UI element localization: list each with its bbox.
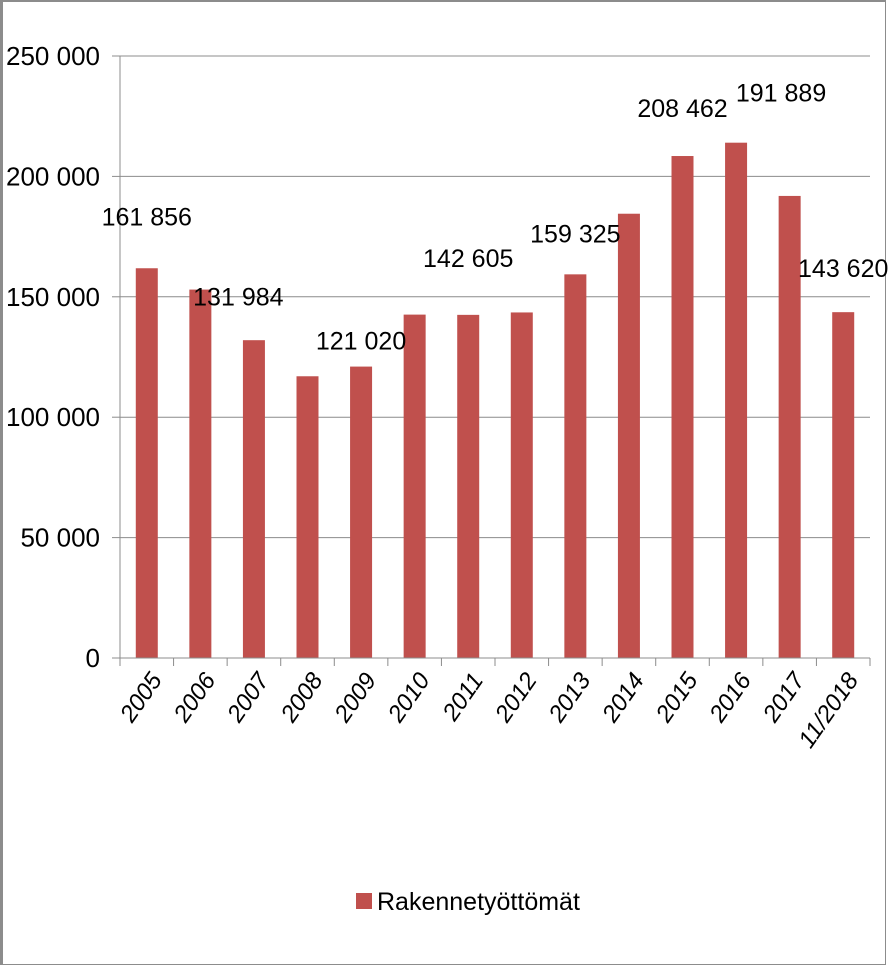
legend-swatch (356, 893, 372, 909)
x-tick-label: 2005 (114, 667, 168, 728)
gridlines (112, 55, 870, 659)
x-tick-label: 2008 (275, 667, 329, 728)
bar (564, 274, 587, 658)
bar (778, 195, 801, 659)
bar (296, 376, 319, 658)
x-tick-labels: 2005 2006 2007 2008 2009 2010 2011 2012 2013 2014… (114, 667, 864, 753)
legend-label: Rakennetyöttömät (377, 888, 580, 916)
y-tick-label: 0 (86, 643, 100, 673)
bar (725, 142, 748, 659)
data-label: 142 605 (423, 245, 513, 273)
x-tick-label: 2009 (329, 668, 382, 728)
y-tick-label: 50 000 (20, 523, 100, 553)
data-labels: 161 856 131 984 121 020 142 605 159 325 208 4… (102, 80, 888, 356)
bar (242, 340, 265, 658)
x-tick-label: 2011 (437, 668, 489, 727)
bar (403, 314, 426, 658)
y-tick-labels: 0 50 000 100 000 150 000 200 000 250 000 (6, 41, 100, 673)
axes (119, 56, 871, 666)
data-label: 121 020 (316, 328, 406, 356)
bar (189, 289, 212, 658)
bars (135, 142, 855, 659)
bar (617, 213, 640, 658)
x-tick-label: 2012 (489, 668, 542, 728)
x-tick-label: 2006 (168, 667, 222, 728)
data-label: 143 620 (798, 255, 888, 283)
x-tick-label: 2010 (382, 667, 436, 728)
legend: Rakennetyöttömät (356, 888, 580, 916)
x-tick-label: 2014 (597, 668, 650, 728)
x-tick-label: 2007 (222, 667, 276, 728)
x-tick-label: 2017 (757, 667, 811, 728)
bar (832, 312, 855, 658)
bar (671, 156, 694, 658)
bar (350, 366, 373, 658)
x-tick-label: 2016 (704, 667, 758, 728)
x-tick-label: 2013 (543, 667, 597, 728)
data-label: 191 889 (736, 80, 826, 108)
bar (135, 268, 158, 658)
data-label: 131 984 (193, 284, 283, 312)
data-label: 208 462 (637, 95, 727, 123)
y-tick-label: 150 000 (6, 282, 100, 312)
bar (510, 312, 533, 658)
y-tick-label: 100 000 (6, 402, 100, 432)
y-tick-label: 200 000 (6, 161, 100, 191)
x-tick-label: 2015 (650, 667, 704, 728)
data-label: 159 325 (530, 220, 620, 248)
y-tick-label: 250 000 (6, 41, 100, 71)
data-label: 161 856 (102, 203, 192, 231)
bar (457, 314, 480, 658)
